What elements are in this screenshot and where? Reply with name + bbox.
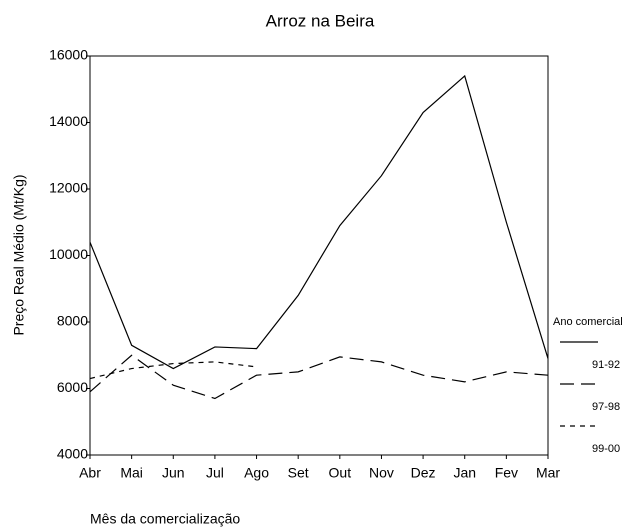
x-tick-label: Jan <box>453 465 476 481</box>
y-axis-label: Preço Real Médio (Mt/Kg) <box>11 174 27 335</box>
x-tick-label: Ago <box>244 465 269 481</box>
legend-label: 91-92 <box>592 359 620 371</box>
legend-label: 97-98 <box>592 401 620 413</box>
x-tick-label: Nov <box>369 465 394 481</box>
x-tick-label: Dez <box>411 465 436 481</box>
x-tick-label: Mar <box>536 465 560 481</box>
x-tick-label: Jul <box>206 465 224 481</box>
y-tick-label: 12000 <box>49 180 88 196</box>
y-tick-label: 14000 <box>49 113 88 129</box>
y-tick-label: 6000 <box>57 379 88 395</box>
y-tick-label: 10000 <box>49 246 88 262</box>
x-tick-label: Out <box>329 465 352 481</box>
y-tick-label: 16000 <box>49 47 88 63</box>
x-tick-label: Jun <box>162 465 185 481</box>
x-axis-label: Mês da comercialização <box>90 511 240 527</box>
series-line <box>89 74 549 370</box>
x-tick-label: Fev <box>495 465 518 481</box>
legend-label: 99-00 <box>592 443 620 455</box>
x-tick-label: Mai <box>120 465 143 481</box>
plot-frame <box>89 55 549 456</box>
x-tick-label: Abr <box>79 465 101 481</box>
y-tick-label: 8000 <box>57 313 88 329</box>
series-line <box>89 361 257 380</box>
x-tick-label: Set <box>288 465 309 481</box>
chart-title: Arroz na Beira <box>266 11 375 30</box>
y-tick-label: 4000 <box>57 446 88 462</box>
legend-title: Ano comercial <box>553 316 623 328</box>
series-line <box>89 354 549 400</box>
